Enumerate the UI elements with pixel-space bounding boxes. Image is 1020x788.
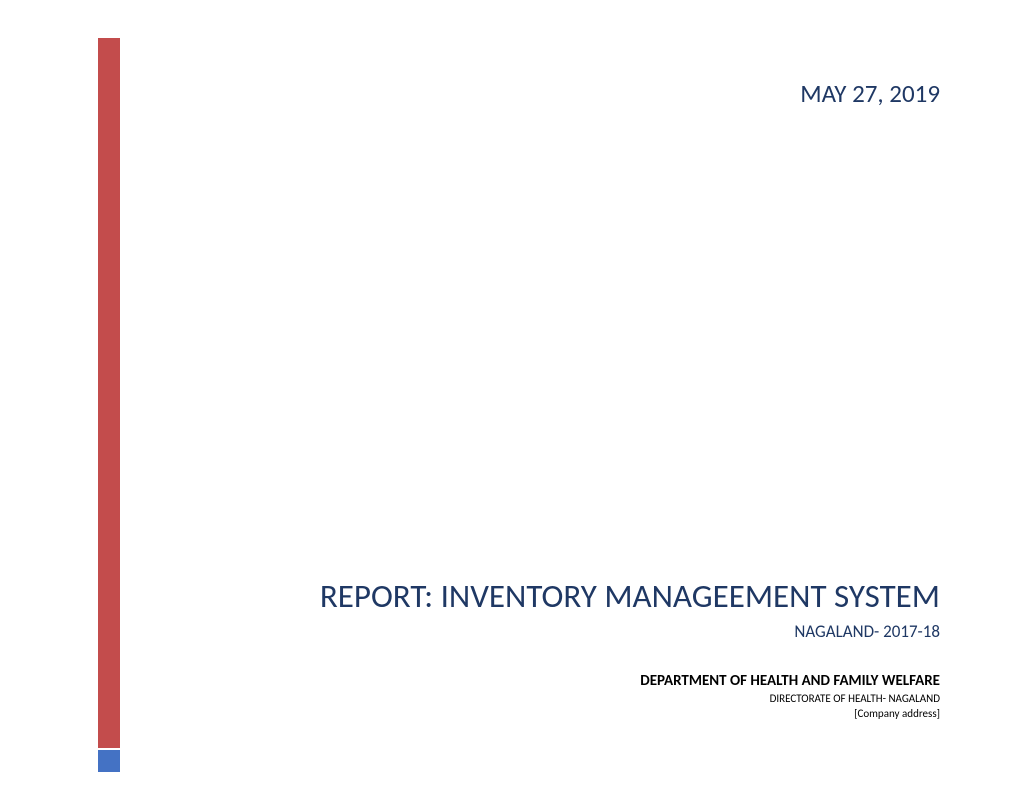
- company-address: [Company address]: [854, 707, 940, 720]
- directorate-name: DIRECTORATE OF HEALTH- NAGALAND: [770, 692, 940, 705]
- document-date: MAY 27, 2019: [800, 78, 940, 109]
- accent-square: [98, 750, 120, 772]
- document-title: REPORT: INVENTORY MANAGEEMENT SYSTEM: [320, 576, 940, 616]
- subtitle-suffix: - 2017-18: [874, 621, 940, 642]
- department-name: DEPARTMENT OF HEALTH AND FAMILY WELFARE: [640, 672, 940, 690]
- document-subtitle: NAGALAND- 2017-18: [794, 621, 940, 642]
- vertical-accent-bar: [98, 38, 120, 748]
- subtitle-smallcaps: AGALAND: [805, 621, 874, 642]
- subtitle-prefix: N: [794, 621, 805, 642]
